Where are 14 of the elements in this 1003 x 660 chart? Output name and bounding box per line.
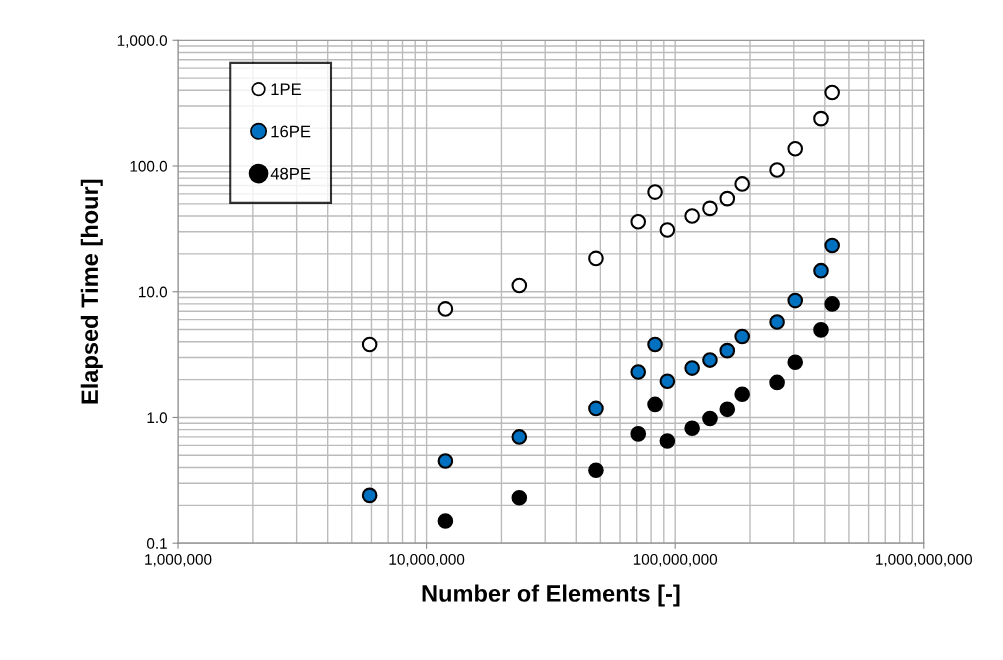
x-tick-label: 10,000,000: [389, 554, 465, 567]
x-tick-label: 1,000,000: [145, 554, 212, 567]
x-tick-label: 100,000,000: [633, 554, 718, 567]
x-axis-title: Number of Elements [-]: [422, 584, 680, 607]
y-tick-label: 10.0: [139, 286, 168, 298]
y-tick-label: 1.0: [147, 412, 168, 424]
y-axis-title: Elapsed Time [hour]: [80, 179, 103, 404]
legend-label: 48PE: [270, 167, 311, 180]
y-tick-label: 0.1: [146, 538, 167, 549]
y-tick-label: 100.0: [130, 160, 168, 172]
x-tick-label: 1,000,000,000: [876, 554, 973, 567]
legend-label: 16PE: [271, 125, 311, 138]
legend-label: 1PE: [271, 83, 302, 95]
y-tick-label: 1,000.0: [117, 35, 168, 48]
